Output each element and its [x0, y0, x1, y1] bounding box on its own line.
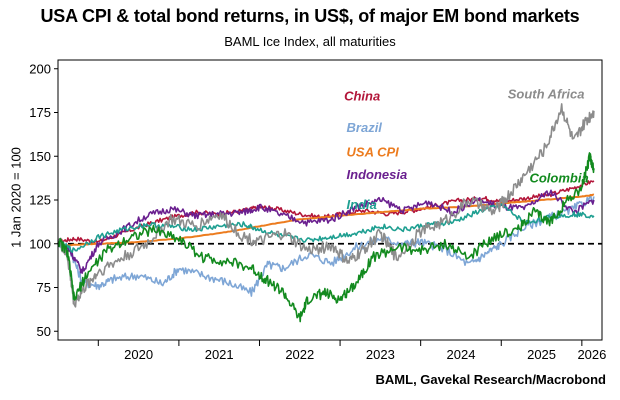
chart-subtitle: BAML Ice Index, all maturities: [224, 34, 396, 49]
x-tick-label-2020: 2020: [124, 347, 153, 362]
y-tick-label-75: 75: [37, 280, 51, 295]
series-line-india: [57, 203, 595, 253]
series-label-usa-cpi: USA CPI: [347, 144, 400, 159]
axes: 50 75 100 125 150 175 200 2020 2021 2022 2023 2024 2…: [29, 59, 606, 362]
series-label-china: China: [344, 88, 380, 103]
series-labels: China Brazil USA CPI Indonesia India South Af…: [344, 87, 589, 212]
y-tick-label-100: 100: [29, 236, 51, 251]
plot-frame: [57, 59, 603, 341]
y-tick-label-125: 125: [29, 193, 51, 208]
y-tick-label-200: 200: [29, 61, 51, 76]
x-tick-label-2025: 2025: [527, 347, 556, 362]
x-tick-label-2024: 2024: [447, 347, 476, 362]
chart-title: USA CPI & total bond returns, in US$, of…: [40, 6, 580, 26]
series-label-south-africa: South Africa: [508, 87, 585, 102]
series-lines: [57, 103, 595, 323]
y-tick-label-175: 175: [29, 105, 51, 120]
series-label-india: India: [347, 197, 377, 212]
series-label-brazil: Brazil: [347, 120, 383, 135]
x-tick-label-2021: 2021: [205, 347, 234, 362]
y-tick-label-50: 50: [37, 324, 51, 339]
x-tick-label-2023: 2023: [366, 347, 395, 362]
series-line-colombia: [57, 152, 595, 323]
series-label-indonesia: Indonesia: [347, 167, 408, 182]
y-tick-label-150: 150: [29, 149, 51, 164]
x-tick-label-2022: 2022: [285, 347, 314, 362]
series-line-brazil: [57, 193, 595, 297]
series-line-south-africa: [57, 103, 595, 308]
x-tick-label-2026: 2026: [577, 347, 606, 362]
series-label-colombia: Colombia: [529, 171, 588, 186]
source-note: BAML, Gavekal Research/Macrobond: [375, 372, 606, 387]
